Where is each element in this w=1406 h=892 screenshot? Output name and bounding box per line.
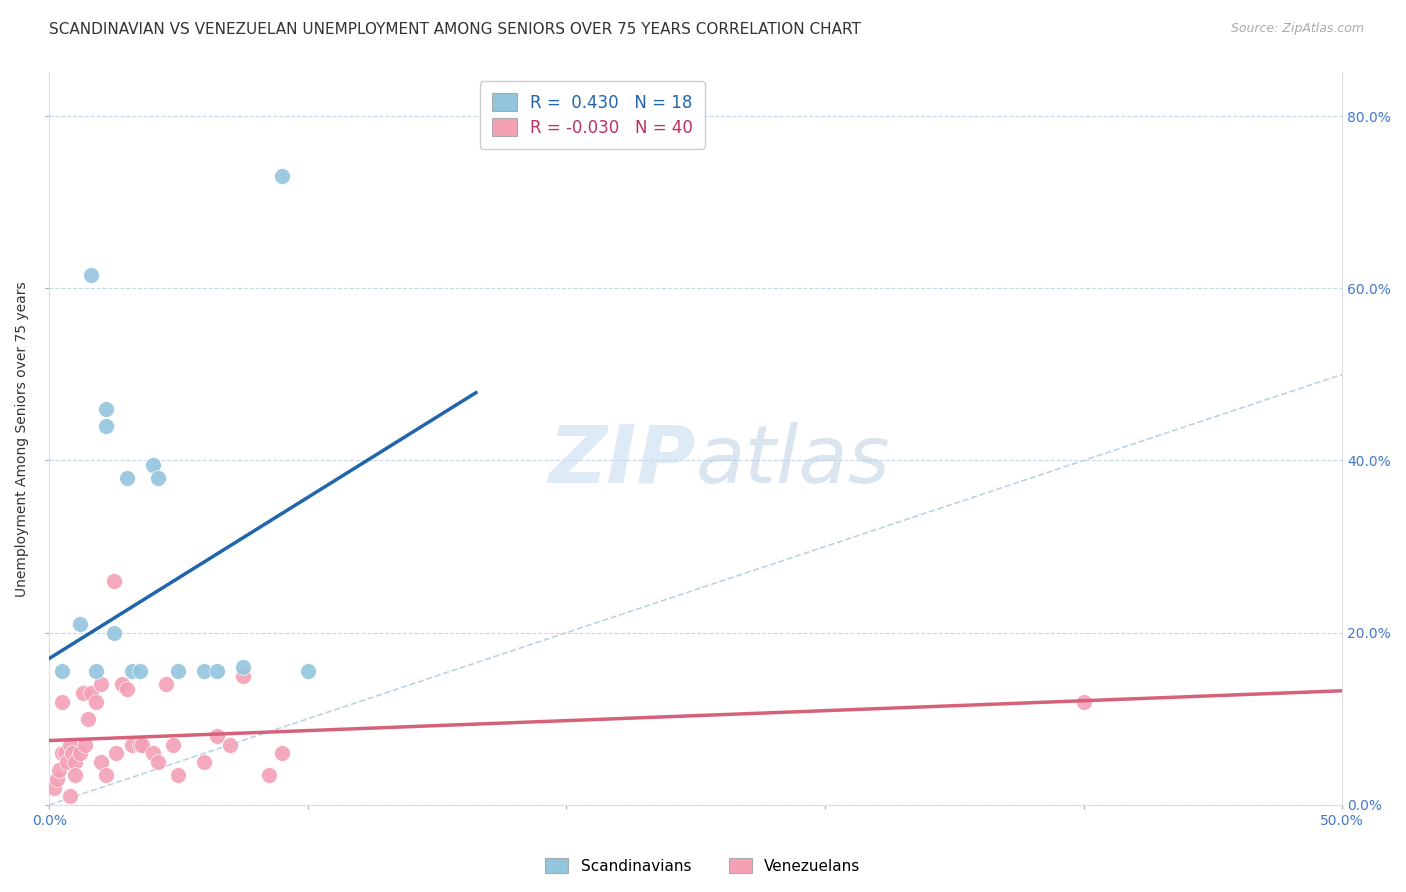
Point (94, 768, 117, 782)
Point (48, 764, 70, 778)
Point (232, 660, 254, 674)
Point (142, 746, 165, 760)
Point (103, 574, 125, 588)
Point (105, 746, 128, 760)
Point (146, 755, 169, 769)
Point (94, 401, 117, 416)
Point (193, 665, 215, 679)
Y-axis label: Unemployment Among Seniors over 75 years: Unemployment Among Seniors over 75 years (15, 281, 30, 597)
Point (162, 738, 184, 752)
Point (90, 677, 112, 691)
Point (270, 169, 292, 184)
Point (193, 755, 215, 769)
Point (94, 419, 117, 434)
Point (270, 746, 292, 760)
Point (257, 768, 280, 782)
Point (63, 755, 86, 769)
Point (110, 677, 132, 691)
Text: Source: ZipAtlas.com: Source: ZipAtlas.com (1230, 22, 1364, 36)
Point (207, 665, 229, 679)
Point (115, 681, 138, 696)
Legend: Scandinavians, Venezuelans: Scandinavians, Venezuelans (540, 852, 866, 880)
Point (155, 677, 177, 691)
Text: SCANDINAVIAN VS VENEZUELAN UNEMPLOYMENT AMONG SENIORS OVER 75 YEARS CORRELATION : SCANDINAVIAN VS VENEZUELAN UNEMPLOYMENT … (49, 22, 860, 37)
Point (128, 665, 150, 679)
Point (79, 268, 101, 283)
Point (121, 738, 143, 752)
Legend: R =  0.430   N = 18, R = -0.030   N = 40: R = 0.430 N = 18, R = -0.030 N = 40 (479, 81, 704, 149)
Point (90, 755, 112, 769)
Point (72, 686, 94, 700)
Point (44, 780, 66, 795)
Point (146, 471, 169, 485)
Point (51, 746, 73, 760)
Point (63, 768, 86, 782)
Point (69, 746, 91, 760)
Point (75, 738, 97, 752)
Point (77, 712, 100, 726)
Point (59, 738, 82, 752)
Point (167, 665, 190, 679)
Point (56, 755, 79, 769)
Point (219, 738, 242, 752)
Point (51, 665, 73, 679)
Point (131, 738, 153, 752)
Point (1073, 695, 1095, 709)
Text: atlas: atlas (696, 422, 890, 500)
Point (51, 695, 73, 709)
Point (167, 768, 190, 782)
Point (69, 617, 91, 632)
Point (103, 625, 125, 640)
Point (84, 665, 107, 679)
Point (128, 738, 150, 752)
Point (53, 746, 76, 760)
Point (45, 772, 67, 786)
Point (121, 665, 143, 679)
Point (232, 669, 254, 683)
Text: ZIP: ZIP (548, 422, 696, 500)
Point (59, 789, 82, 804)
Point (84, 695, 107, 709)
Point (79, 686, 101, 700)
Point (62, 746, 84, 760)
Point (297, 665, 319, 679)
Point (207, 729, 229, 743)
Point (142, 458, 165, 472)
Point (115, 471, 138, 485)
